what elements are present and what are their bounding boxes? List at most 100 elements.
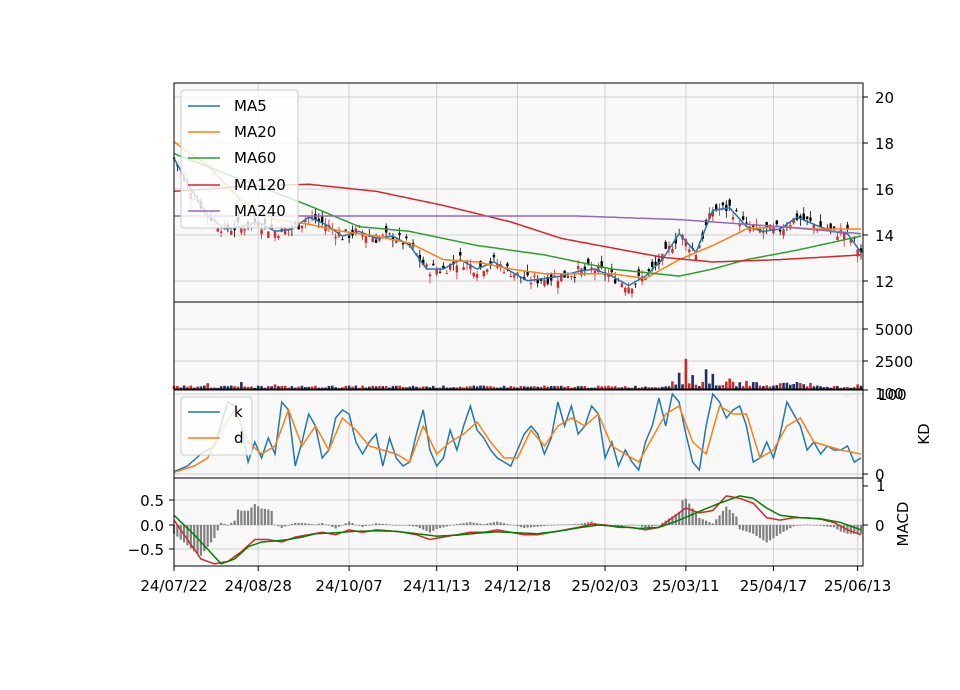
- volume-bar: [516, 387, 519, 389]
- candle-body: [805, 216, 809, 219]
- volume-bar: [623, 386, 627, 389]
- macd-histogram-bar: [806, 524, 809, 526]
- volume-bar: [304, 386, 307, 389]
- volume-bar: [610, 386, 614, 389]
- volume-bar: [199, 386, 203, 389]
- candle-body: [320, 215, 324, 223]
- volume-bar: [314, 385, 317, 389]
- macd-histogram-bar: [634, 524, 637, 526]
- macd-histogram-bar: [775, 525, 778, 536]
- volume-bar: [280, 385, 284, 389]
- volume-bar: [836, 385, 839, 389]
- volume-bar: [243, 386, 247, 389]
- volume-bar: [394, 385, 398, 389]
- macd-histogram-bar: [539, 525, 543, 527]
- macd-histogram-bar: [718, 515, 721, 525]
- macd-histogram-bar: [637, 525, 640, 526]
- candle-body: [512, 274, 516, 278]
- volume-bar: [566, 386, 570, 389]
- macd-histogram-bar: [745, 525, 748, 532]
- macd-histogram-bar: [509, 524, 512, 526]
- candle-body: [570, 276, 573, 278]
- macd-histogram-bar: [412, 525, 415, 527]
- candle-body: [280, 226, 283, 233]
- macd-histogram-bar: [711, 523, 714, 525]
- volume-bar: [300, 385, 304, 389]
- volume-bar: [671, 381, 674, 389]
- candle-body: [442, 265, 445, 269]
- candle-body: [792, 218, 795, 224]
- volume-bar: [192, 387, 196, 389]
- macd-histogram-bar: [819, 525, 822, 526]
- candle-body: [492, 254, 496, 258]
- kd-line-d: [173, 404, 862, 474]
- macd-histogram-bar: [445, 525, 448, 527]
- candle-body: [378, 237, 381, 241]
- macd-histogram-bar: [502, 523, 506, 525]
- candle-body: [388, 232, 391, 235]
- macd-histogram-bar: [580, 523, 583, 525]
- volume-bar: [597, 385, 600, 389]
- volume-bar: [368, 386, 371, 389]
- volume-bar: [650, 387, 654, 389]
- candle-body: [216, 227, 219, 232]
- volume-bar: [772, 385, 775, 389]
- volume-bar: [196, 386, 199, 389]
- macd-histogram-bar: [630, 524, 634, 526]
- candle-body: [485, 269, 489, 272]
- macd-histogram-bar: [758, 525, 762, 539]
- macd-histogram-bar: [324, 524, 327, 525]
- macd-panel: [174, 478, 863, 566]
- candle-body: [704, 219, 708, 226]
- macd-histogram-bar: [243, 510, 246, 525]
- macd-histogram-bar: [277, 525, 280, 527]
- volume-bar: [310, 386, 314, 389]
- volume-bar: [684, 358, 688, 389]
- candle-body: [401, 243, 405, 245]
- macd-histogram-bar: [684, 498, 687, 525]
- volume-bar: [344, 385, 348, 389]
- volume-bar: [751, 382, 755, 389]
- macd-histogram-bar: [351, 523, 354, 525]
- macd-histogram-bar: [455, 524, 458, 525]
- volume-bar: [556, 385, 560, 389]
- macd-histogram-bar: [209, 525, 213, 543]
- volume-bar: [320, 387, 324, 389]
- volume-bar: [748, 385, 752, 389]
- macd-histogram-bar: [735, 516, 738, 525]
- volume-bar: [536, 386, 540, 389]
- candle-body: [482, 271, 486, 277]
- volume-bar: [347, 385, 351, 389]
- volume-bar: [809, 382, 812, 389]
- volume-bar: [506, 387, 509, 389]
- volume-bar: [842, 387, 846, 389]
- volume-bar: [708, 383, 711, 389]
- candle-body: [553, 275, 556, 277]
- candle-body: [546, 277, 550, 284]
- macd-histogram-bar: [768, 525, 772, 541]
- volume-bar: [563, 386, 566, 389]
- volume-bar: [189, 385, 193, 389]
- candle-body: [260, 229, 263, 235]
- macd-histogram-bar: [708, 522, 711, 525]
- macd-histogram-bar: [374, 523, 378, 525]
- candle-body: [721, 202, 725, 206]
- macd-histogram-bar: [772, 525, 775, 539]
- candle-body: [405, 236, 408, 239]
- macd-histogram-bar: [570, 524, 573, 525]
- macd-histogram-bar: [533, 525, 536, 528]
- macd-histogram-bar: [728, 509, 731, 525]
- volume-bar: [529, 386, 533, 389]
- candle-body: [344, 229, 347, 231]
- candle-body: [620, 283, 624, 287]
- candle-body: [556, 280, 560, 288]
- macd-histogram-bar: [816, 525, 819, 526]
- candle-body: [347, 235, 351, 238]
- macd-histogram-bar: [401, 525, 405, 526]
- macd-histogram-bar: [405, 525, 408, 526]
- candle-body: [395, 240, 398, 243]
- macd-histogram-bar: [587, 522, 590, 525]
- volume-bar: [240, 382, 243, 389]
- volume-bar: [472, 385, 476, 389]
- macd-histogram-bar: [486, 523, 489, 525]
